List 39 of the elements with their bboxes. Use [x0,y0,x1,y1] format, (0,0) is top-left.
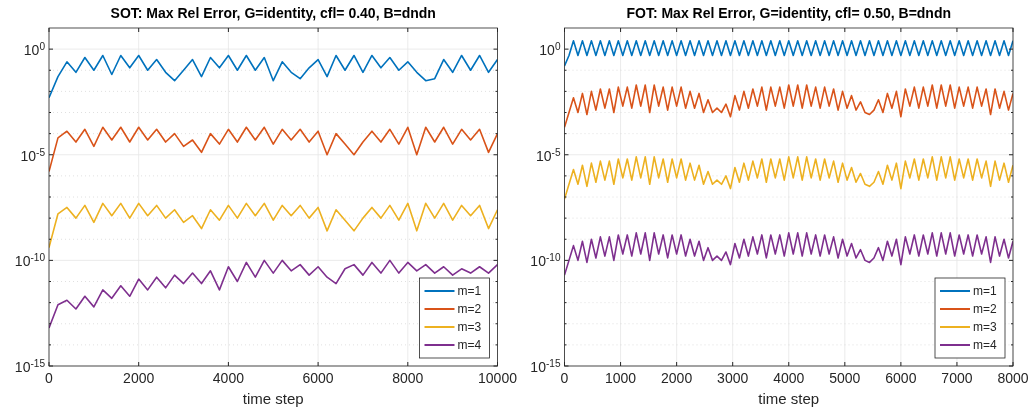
y-tick-label: 10$^{0}$ [539,40,561,59]
y-tick-label: 10$^{-10}$ [14,251,46,270]
legend-label: m=2 [973,302,997,316]
chart-title: FOT: Max Rel Error, G=identity, cfl= 0.50, B=dndn [626,5,952,21]
legend-label: m=2 [457,302,482,316]
x-tick-label: 4000 [212,370,245,386]
x-tick-label: 0 [560,370,569,386]
x-tick-label: 8000 [997,370,1029,386]
y-tick-label: 10$^{-5}$ [20,146,46,164]
chart-title: SOT: Max Rel Error, G=identity, cfl= 0.40, B=dndn [110,5,436,21]
legend-label: m=1 [973,284,997,298]
legend-label: m=4 [973,338,997,352]
legend-label: m=3 [457,320,482,334]
x-tick-label: 6000 [885,370,917,386]
line-series [564,84,1013,129]
x-axis-title: time step [242,390,304,407]
x-tick-label: 8000 [392,370,424,386]
x-tick-label: 2000 [661,370,693,386]
legend-label: m=3 [973,320,997,334]
x-tick-label: 1000 [604,370,637,386]
y-tick-label: 10$^{-10}$ [530,251,561,270]
x-tick-label: 7000 [941,370,973,386]
line-series [49,54,498,99]
x-tick-label: 3000 [717,370,749,386]
x-tick-label: 5000 [829,370,861,386]
y-tick-label: 10$^{-15}$ [14,357,46,375]
x-tick-label: 2000 [123,370,155,386]
x-tick-label: 6000 [302,370,334,386]
y-tick-label: 10$^{0}$ [23,40,46,59]
legend-label: m=1 [457,284,482,298]
legend-label: m=4 [457,338,482,352]
x-tick-label: 10000 [478,370,518,386]
x-tick-label: 4000 [773,370,805,386]
line-series [564,232,1013,276]
line-series [49,259,498,329]
y-tick-label: 10$^{-15}$ [530,357,561,375]
x-axis-title: time step [758,390,820,407]
x-tick-label: 0 [45,370,54,386]
y-tick-label: 10$^{-5}$ [535,146,561,164]
